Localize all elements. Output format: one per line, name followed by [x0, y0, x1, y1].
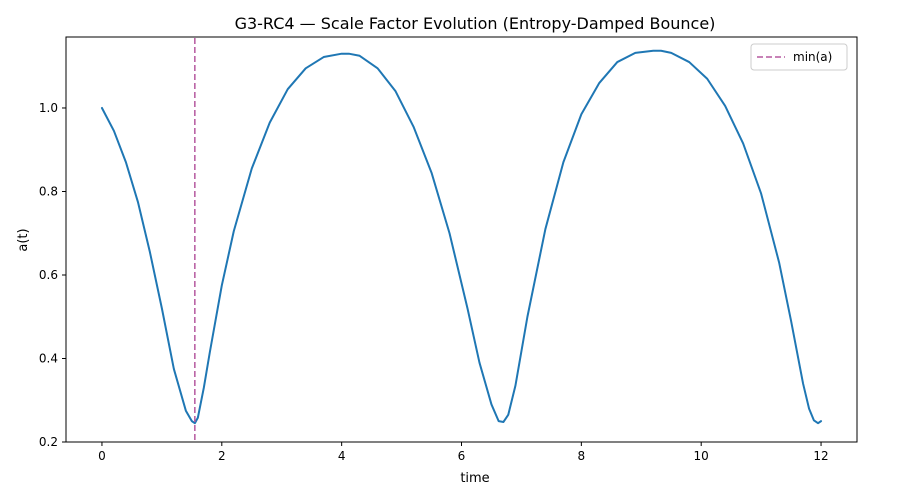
legend: min(a) — [750, 43, 848, 71]
x-tick-label: 4 — [338, 449, 346, 463]
y-axis-label: a(t) — [16, 228, 31, 251]
x-tick-label: 0 — [98, 449, 106, 463]
legend-label-min-a: min(a) — [793, 50, 832, 64]
x-tick-label: 8 — [578, 449, 586, 463]
x-axis: 0 2 4 6 8 10 12 — [98, 442, 829, 463]
x-tick-label: 10 — [694, 449, 709, 463]
y-tick-label: 0.2 — [39, 435, 58, 449]
y-tick-label: 0.8 — [39, 184, 58, 198]
x-tick-label: 2 — [218, 449, 226, 463]
y-tick-label: 0.6 — [39, 268, 58, 282]
series-line-0 — [100, 49, 823, 425]
legend-box — [750, 43, 848, 71]
y-tick-label: 1.0 — [39, 101, 58, 115]
chart-title: G3-RC4 — Scale Factor Evolution (Entropy… — [235, 14, 716, 33]
y-axis: 0.2 0.4 0.6 0.8 1.0 — [39, 101, 66, 449]
x-axis-label: time — [460, 471, 489, 486]
x-tick-label: 6 — [458, 449, 466, 463]
x-tick-label: 12 — [813, 449, 828, 463]
y-tick-label: 0.4 — [39, 351, 58, 365]
